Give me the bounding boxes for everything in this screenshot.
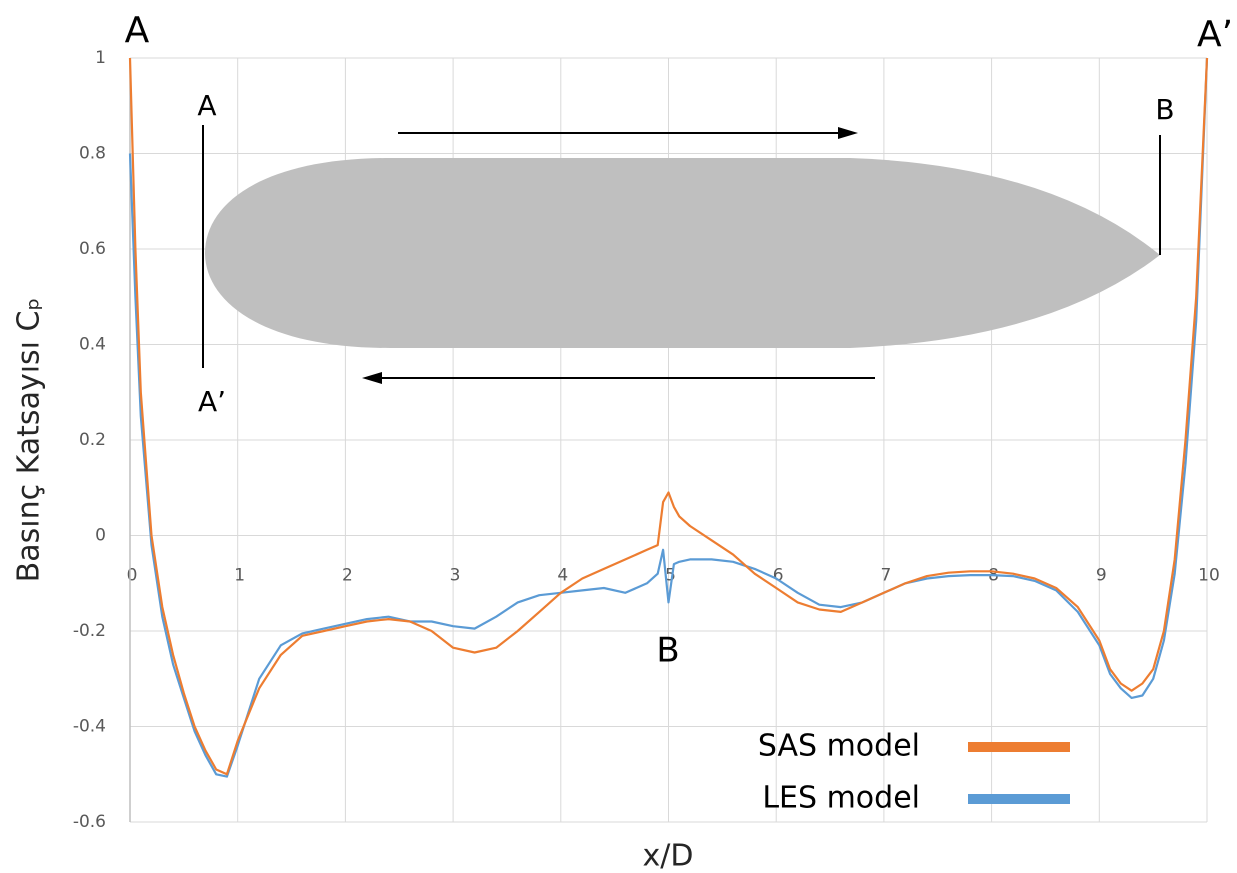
y-tick-label: 0.6 bbox=[79, 239, 106, 259]
y-tick-label: 0.2 bbox=[79, 430, 106, 450]
legend-label: SAS model bbox=[758, 729, 920, 764]
x-tick-label: 0 bbox=[127, 566, 138, 586]
annotation: A bbox=[197, 89, 216, 122]
x-tick-label: 4 bbox=[557, 566, 568, 586]
y-axis-title: Basınç Katsayısı Cₚ bbox=[12, 298, 47, 583]
arrow-head bbox=[838, 127, 858, 139]
y-tick-label: -0.4 bbox=[73, 717, 106, 737]
annotation: B bbox=[656, 631, 679, 671]
annotation: A’ bbox=[198, 385, 226, 418]
y-tick-label: 0 bbox=[95, 526, 106, 546]
x-tick-label: 3 bbox=[450, 566, 461, 586]
x-tick-label: 9 bbox=[1096, 566, 1107, 586]
x-tick-label: 6 bbox=[773, 566, 784, 586]
legend-label: LES model bbox=[762, 781, 920, 816]
annotation: B bbox=[1155, 93, 1174, 126]
y-tick-label: -0.6 bbox=[73, 812, 106, 832]
y-tick-label: 0.4 bbox=[79, 335, 106, 355]
x-tick-label: 2 bbox=[342, 566, 353, 586]
y-tick-label: -0.2 bbox=[73, 621, 106, 641]
body-shape bbox=[205, 158, 1160, 348]
data-line bbox=[128, 57, 1209, 776]
y-tick-label: 1 bbox=[95, 48, 106, 68]
x-tick-label: 7 bbox=[880, 566, 891, 586]
arrow-head bbox=[362, 372, 382, 384]
x-tick-label: 1 bbox=[234, 566, 245, 586]
x-tick-label: 5 bbox=[665, 566, 676, 586]
x-axis-title: x/D bbox=[643, 839, 694, 873]
y-tick-label: 0.8 bbox=[79, 144, 106, 164]
x-tick-label: 10 bbox=[1198, 566, 1220, 586]
annotation: A bbox=[125, 10, 150, 51]
annotation: A’ bbox=[1197, 14, 1233, 55]
data-line bbox=[128, 57, 1209, 778]
